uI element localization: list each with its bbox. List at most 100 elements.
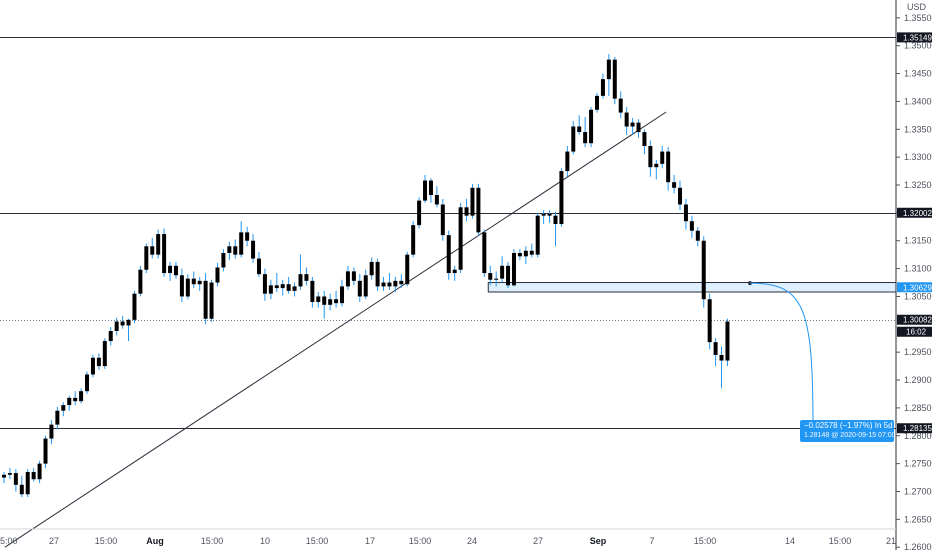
candle-body [67,397,72,406]
candle [624,106,629,135]
candle [162,228,167,277]
candle-body [719,354,724,361]
candle-body [683,204,688,222]
candle-body [304,274,309,281]
supply-demand-zone[interactable] [487,282,897,293]
level-tag-1 [897,207,932,218]
projection-callout: −0.02578 (−1.97%) In 5d 1.28148 @ 2020-0… [800,420,896,442]
candle [79,388,84,404]
candle [535,212,540,258]
y-tick-label: 1.28000 [904,431,932,441]
candle-body [79,391,84,402]
candle [434,186,439,208]
y-tick-label: 1.27000 [904,486,932,496]
current-price-tag [897,314,932,325]
candle [541,210,546,225]
candle [173,261,178,279]
candle [595,93,599,113]
candle [417,197,422,229]
candle [73,391,78,406]
candle [37,460,42,484]
candle [31,468,36,482]
y-tick-label: 1.31500 [904,236,932,246]
candle-body [43,438,48,464]
candle-body [440,204,445,236]
candle-body [191,278,196,285]
candle-body [357,280,362,297]
candle-body [173,265,178,276]
candle [470,183,475,219]
candle [179,268,184,303]
candle [423,174,428,203]
candle [464,198,469,222]
candle-body [363,275,368,297]
x-tick-label: 17 [365,536,375,546]
candle [49,420,54,445]
candle-body [387,282,392,287]
candle-body [13,473,18,485]
candle-body [417,200,422,226]
candle [120,315,125,329]
candle-body [464,207,469,216]
candle-body [600,79,605,96]
candle-body [233,246,238,255]
x-tick-label: 24 [467,536,477,546]
x-tick-label: 21 [886,536,896,546]
candle [61,402,66,417]
y-tick-label: 1.30500 [904,291,932,301]
candle-body [126,319,131,326]
trendline-segment[interactable] [4,111,667,548]
candle-body [565,151,570,172]
candle [245,226,250,247]
y-tick-label: 1.34000 [904,96,932,106]
candle-body [239,232,244,255]
candle-body [535,215,540,255]
zone-tag [897,282,932,293]
candle-body [642,132,647,146]
candle-body [707,299,712,343]
candle [701,236,706,308]
level-tag-2 [897,423,932,434]
candle-body [150,246,155,255]
candle-body [452,269,457,274]
candle [322,290,327,319]
candle [268,279,273,300]
candle-body [322,296,327,305]
candle [529,243,534,258]
price-tags: 1.35149 1.32002 1.28135 1.30629 1.30082 16:02 [897,32,932,434]
candle-body [209,282,214,319]
level-tag-0-text: 1.35149 [903,33,932,42]
y-tick-label: 1.31000 [904,264,932,274]
candle [144,243,149,274]
candle [126,318,131,342]
candle [340,279,345,307]
zone-rect[interactable] [487,282,897,293]
candle-body [292,286,297,291]
candle-body [393,280,398,287]
time-axis[interactable]: 5:00 27 15:00 Aug 15:00 10 15:00 17 15:00 24 27 Sep… [0,536,896,546]
candle [488,265,493,286]
candle [393,276,398,292]
candle-body [434,195,439,205]
x-tick-label: 15:00 [694,536,717,546]
candle-body [19,484,24,495]
candle [399,274,404,289]
candle-body [553,215,558,225]
trendline[interactable] [4,111,667,548]
candle-body [458,207,463,270]
candle-body [446,235,451,274]
candle-body [156,234,161,255]
y-tick-label: 1.26000 [904,542,932,550]
y-tick-label: 1.27500 [904,459,932,469]
candle-body [529,250,534,255]
candle-body [381,282,386,287]
candle-body [375,261,380,287]
candle [618,91,623,119]
candle-body [245,232,250,241]
candle [262,268,267,301]
candle [2,471,6,484]
candle-body [221,252,226,268]
candle [150,237,155,259]
candle-body [636,122,641,133]
